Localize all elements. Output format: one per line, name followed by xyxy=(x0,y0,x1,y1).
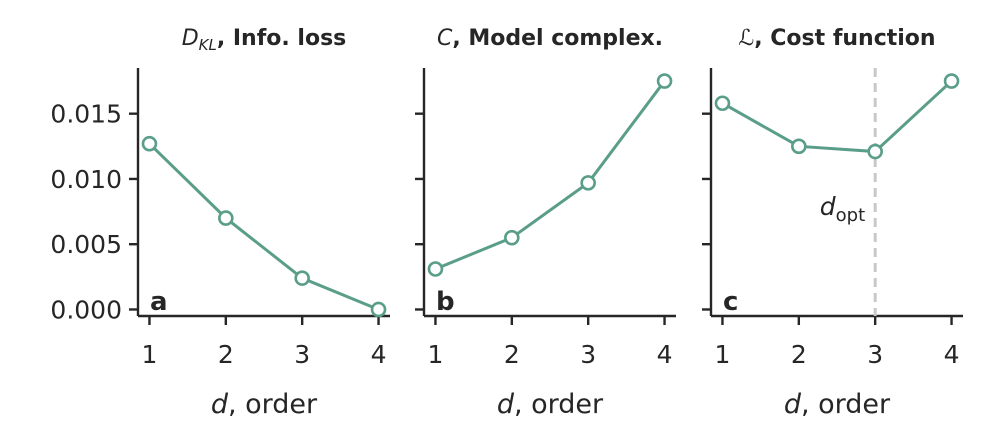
x-tick-label: 3 xyxy=(867,340,883,369)
optimum-label: dopt xyxy=(820,192,865,226)
x-tick-label: 2 xyxy=(218,340,234,369)
data-point xyxy=(943,73,960,89)
y-tick-label: 0.010 xyxy=(50,165,122,194)
data-point xyxy=(218,210,234,226)
data-point xyxy=(504,229,520,246)
x-tick-label: 1 xyxy=(142,340,158,369)
x-tick-label: 4 xyxy=(944,340,960,369)
x-tick-label: 3 xyxy=(580,340,596,369)
x-tick-label: 4 xyxy=(657,340,673,369)
data-point xyxy=(294,270,310,286)
y-tick-label: 0.005 xyxy=(50,230,122,259)
x-tick-label: 1 xyxy=(428,340,444,369)
x-tick-label: 2 xyxy=(504,340,520,369)
x-tick-label: 3 xyxy=(294,340,310,369)
panel-letter: c xyxy=(723,287,738,317)
data-point xyxy=(427,261,444,277)
data-point xyxy=(370,301,387,318)
panel-title: DKL, Info. loss xyxy=(182,26,347,54)
series-line xyxy=(434,80,666,271)
x-tick-label: 2 xyxy=(791,340,807,369)
x-axis-label: d, order xyxy=(211,389,318,420)
series-line xyxy=(721,79,953,154)
data-point xyxy=(141,135,158,152)
x-axis-label: d, order xyxy=(784,389,891,420)
data-point xyxy=(867,143,883,160)
panel-c: 1 2 3 4 dopt c ℒ, Cost function d, order xyxy=(702,26,963,420)
panel-title: C, Model complex. xyxy=(437,26,663,51)
data-point xyxy=(656,73,673,89)
panel-title: ℒ, Cost function xyxy=(738,26,935,51)
x-tick-label: 4 xyxy=(371,340,387,369)
panel-a: 0.000 0.005 0.010 0.015 1 2 3 4 a DKL, Info. loss… xyxy=(50,26,390,420)
y-tick-label: 0.000 xyxy=(50,295,122,324)
panel-letter: b xyxy=(436,287,455,317)
x-axis-label: d, order xyxy=(497,389,604,420)
data-point xyxy=(791,138,807,155)
x-tick-label: 1 xyxy=(715,340,731,369)
series-line xyxy=(148,142,380,311)
panel-letter: a xyxy=(150,287,168,317)
panel-b: 1 2 3 4 b C, Model complex. d, order xyxy=(415,26,676,420)
data-point xyxy=(580,175,596,191)
data-point xyxy=(714,95,731,112)
y-tick-label: 0.015 xyxy=(50,100,122,129)
